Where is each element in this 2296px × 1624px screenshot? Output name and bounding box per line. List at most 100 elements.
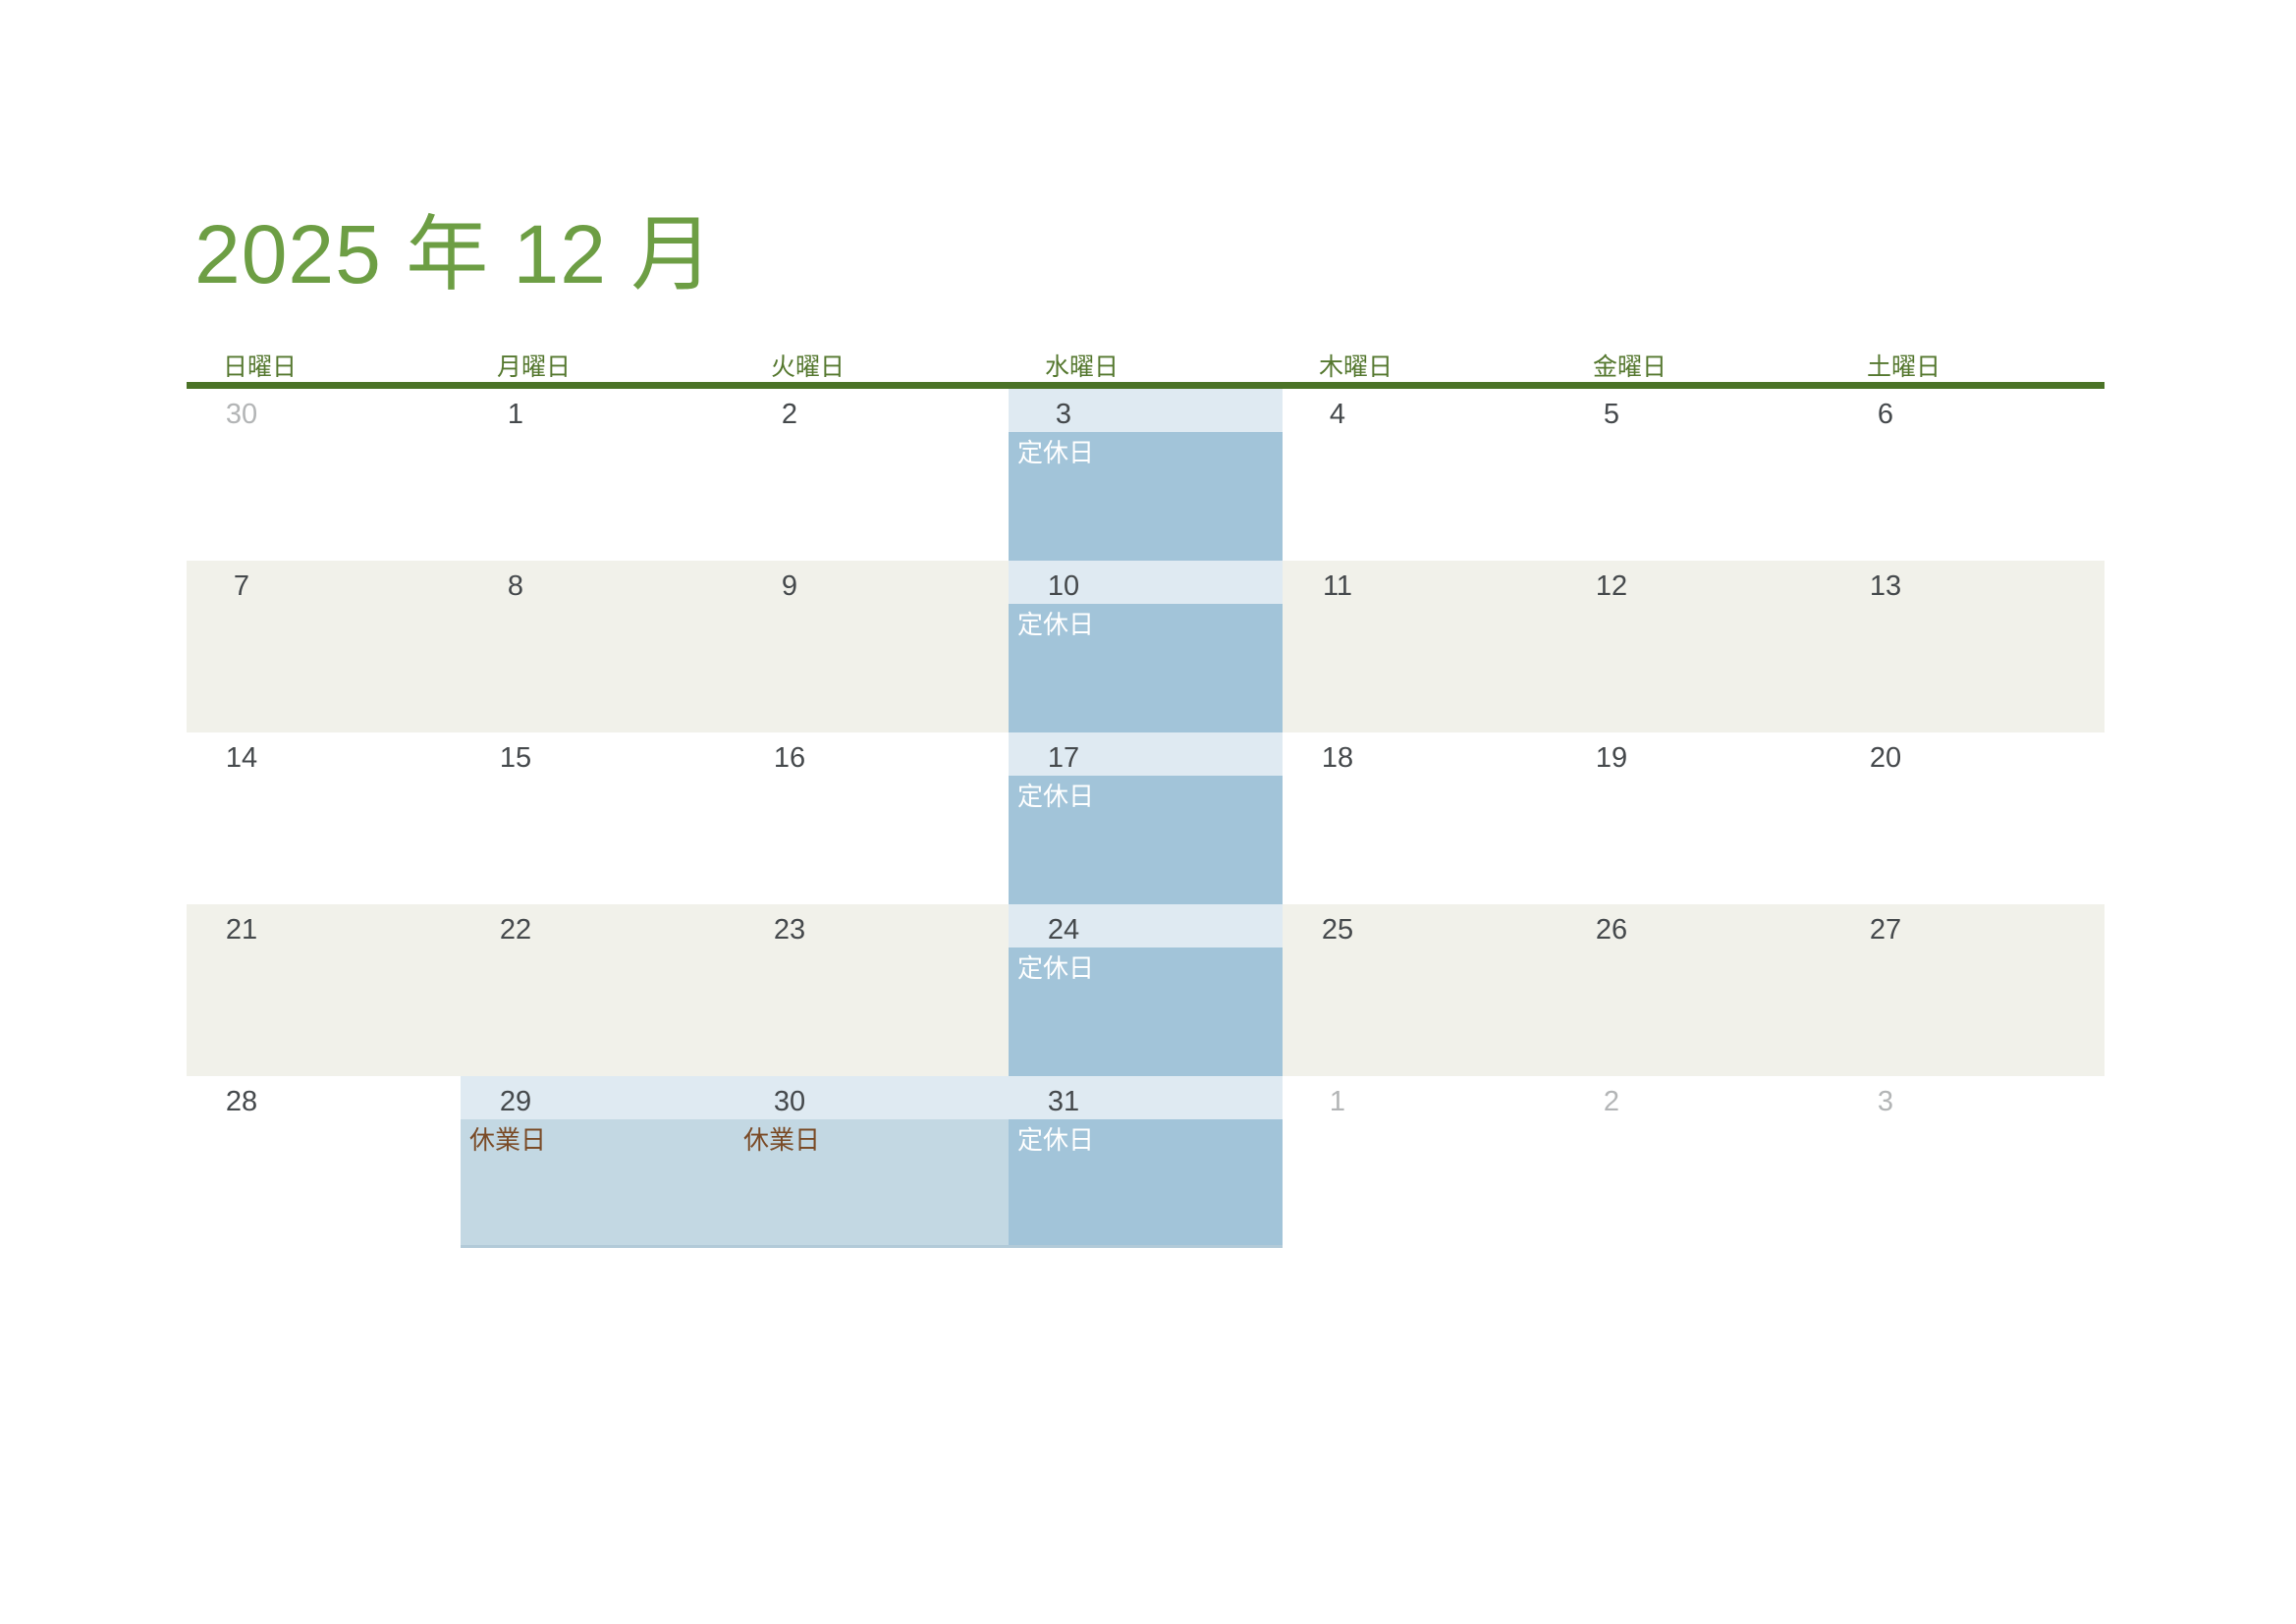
event-area [1557,1119,1831,1248]
event-area [1283,1119,1557,1248]
day-cell[interactable]: 8 [461,561,735,732]
day-cell[interactable]: 1 [461,389,735,561]
day-cell[interactable]: 27 [1831,904,2105,1076]
day-number: 17 [1047,742,1080,774]
day-cell[interactable]: 30 休業日 [735,1076,1009,1248]
day-cell[interactable]: 20 [1831,732,2105,904]
day-number: 19 [1595,742,1628,774]
day-cell[interactable]: 5 [1557,389,1831,561]
day-number: 21 [225,914,258,946]
day-number-band: 28 [187,1076,461,1119]
event-closed-day[interactable]: 定休日 [1009,776,1283,904]
week-row-4: 21 22 23 24 定休日 25 26 27 [187,904,2105,1076]
event-area [187,604,461,732]
weekday-thursday: 木曜日 [1319,353,1394,381]
event-area [187,776,461,904]
day-cell[interactable]: 2 [735,389,1009,561]
event-area [1557,604,1831,732]
day-number: 16 [773,742,806,774]
event-area [1557,432,1831,561]
day-number-band: 16 [735,732,1009,776]
day-cell[interactable]: 3 [1831,1076,2105,1248]
day-cell[interactable]: 26 [1557,904,1831,1076]
event-area [187,947,461,1076]
day-number: 4 [1329,399,1346,430]
day-number-band: 2 [735,389,1009,432]
day-number-band: 20 [1831,732,2105,776]
event-area [1831,776,2105,904]
day-number: 6 [1877,399,1894,430]
day-cell[interactable]: 10 定休日 [1009,561,1283,732]
event-area [1831,947,2105,1076]
event-closed-day[interactable]: 定休日 [1009,947,1283,1076]
header-divider-rule [187,382,2105,389]
event-area [1831,1119,2105,1248]
day-number-band: 23 [735,904,1009,947]
day-cell[interactable]: 29 休業日 [461,1076,735,1248]
day-cell[interactable]: 28 [187,1076,461,1248]
day-number-band: 10 [1009,561,1283,604]
day-cell[interactable]: 6 [1831,389,2105,561]
event-area [1283,947,1557,1076]
event-business-holiday[interactable]: 休業日 [461,1119,735,1248]
event-closed-day[interactable]: 定休日 [1009,1119,1283,1248]
event-area [1283,776,1557,904]
event-area [1283,432,1557,561]
event-business-holiday[interactable]: 休業日 [735,1119,1009,1248]
event-area [735,947,1009,1076]
day-cell[interactable]: 17 定休日 [1009,732,1283,904]
day-number-band: 9 [735,561,1009,604]
day-number-band: 4 [1283,389,1557,432]
day-cell[interactable]: 9 [735,561,1009,732]
day-number-band: 27 [1831,904,2105,947]
day-number: 2 [781,399,798,430]
day-cell[interactable]: 11 [1283,561,1557,732]
day-cell[interactable]: 4 [1283,389,1557,561]
day-number-band: 17 [1009,732,1283,776]
day-number-band: 14 [187,732,461,776]
day-cell[interactable]: 7 [187,561,461,732]
day-number: 20 [1869,742,1902,774]
weekday-sunday: 日曜日 [223,353,298,381]
day-cell[interactable]: 12 [1557,561,1831,732]
day-number: 12 [1595,570,1628,602]
day-number-band: 21 [187,904,461,947]
day-cell[interactable]: 24 定休日 [1009,904,1283,1076]
day-number: 13 [1869,570,1902,602]
day-number: 28 [225,1086,258,1117]
day-number: 10 [1047,570,1080,602]
event-closed-day[interactable]: 定休日 [1009,604,1283,732]
day-number: 15 [499,742,532,774]
day-number: 11 [1322,570,1353,602]
day-cell[interactable]: 18 [1283,732,1557,904]
day-number-band: 11 [1283,561,1557,604]
day-cell[interactable]: 31 定休日 [1009,1076,1283,1248]
day-cell[interactable]: 19 [1557,732,1831,904]
day-number-band: 2 [1557,1076,1831,1119]
day-number-band: 30 [735,1076,1009,1119]
day-number-band: 30 [187,389,461,432]
day-cell[interactable]: 15 [461,732,735,904]
event-area [461,432,735,561]
event-closed-day[interactable]: 定休日 [1009,432,1283,561]
week-row-3: 14 15 16 17 定休日 18 19 20 [187,732,2105,904]
day-cell[interactable]: 13 [1831,561,2105,732]
event-area [461,776,735,904]
month-title: 2025 年 12 月 [194,208,715,300]
event-area [461,947,735,1076]
day-cell[interactable]: 22 [461,904,735,1076]
event-area [187,432,461,561]
day-cell[interactable]: 23 [735,904,1009,1076]
event-area [1557,947,1831,1076]
day-cell[interactable]: 14 [187,732,461,904]
day-cell[interactable]: 3 定休日 [1009,389,1283,561]
day-number: 30 [225,399,258,430]
day-cell[interactable]: 16 [735,732,1009,904]
day-cell[interactable]: 2 [1557,1076,1831,1248]
day-cell[interactable]: 1 [1283,1076,1557,1248]
day-cell[interactable]: 30 [187,389,461,561]
day-number: 1 [507,399,524,430]
day-cell[interactable]: 25 [1283,904,1557,1076]
day-number-band: 31 [1009,1076,1283,1119]
day-cell[interactable]: 21 [187,904,461,1076]
